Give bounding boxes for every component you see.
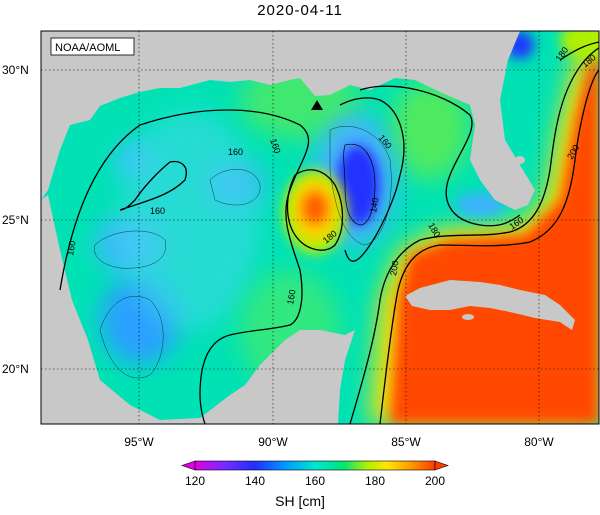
lon-label: 90°W xyxy=(258,435,288,449)
atlantic-green xyxy=(560,31,599,60)
warm-eddy-core xyxy=(303,192,327,224)
contour-180-eddy xyxy=(286,169,344,251)
mexico xyxy=(41,195,355,424)
colorbar-ramp xyxy=(194,460,436,471)
colorbar-tick: 120 xyxy=(185,474,205,488)
colorbar-tick: 140 xyxy=(245,474,265,488)
contour-180-loop xyxy=(349,47,599,424)
florida-shelf-blue xyxy=(455,193,505,217)
green-ne xyxy=(390,80,470,180)
contour-label: 160 xyxy=(65,240,77,257)
cold-eddy-core xyxy=(336,145,380,225)
colorbar-unit: SH [cm] xyxy=(275,493,325,509)
thin-sw xyxy=(99,296,164,379)
us-gulf-coast xyxy=(41,31,599,200)
contour-140-core xyxy=(343,143,376,226)
contour-lines xyxy=(59,41,599,424)
colorbar: 120 140 160 180 200 xyxy=(181,460,449,488)
colorbar-high-arrow-icon xyxy=(434,460,449,471)
contour-160-east xyxy=(339,97,405,262)
map-title: 2020-04-11 xyxy=(257,2,343,19)
lon-label: 85°W xyxy=(391,435,421,449)
station-marker-icon xyxy=(311,100,323,110)
contour-200-loop xyxy=(379,69,599,424)
lon-labels: 95°W 90°W 85°W 80°W xyxy=(124,435,554,449)
lat-labels: 30°N 25°N 20°N xyxy=(2,63,29,376)
map-frame xyxy=(40,30,600,425)
lon-label: 80°W xyxy=(524,435,554,449)
cuba xyxy=(405,280,575,330)
contour-label: 160 xyxy=(268,137,283,155)
colorbar-low-arrow-icon xyxy=(181,460,196,471)
lat-label: 30°N xyxy=(2,63,29,77)
contour-160-west xyxy=(59,109,310,424)
contour-label: 160 xyxy=(228,147,243,157)
contour-160-small xyxy=(119,160,187,211)
lake-okeechobee xyxy=(515,156,525,164)
isla-juventud xyxy=(462,314,474,320)
contour-160-ne xyxy=(359,85,521,227)
colorbar-tick: 180 xyxy=(365,474,385,488)
sea-height-field xyxy=(41,31,599,424)
contour-label: 140 xyxy=(368,197,380,214)
contour-180-atl xyxy=(559,41,599,61)
contour-label: 160 xyxy=(150,206,165,216)
thin-w xyxy=(94,230,167,269)
gridlines xyxy=(41,31,599,424)
contour-label: 200 xyxy=(388,260,400,277)
lat-label: 20°N xyxy=(2,362,29,376)
contour-label: 160 xyxy=(285,289,297,306)
colorbar-tick: 160 xyxy=(305,474,325,488)
credit-box: NOAA/AOML xyxy=(50,37,135,56)
colorbar-tick: 200 xyxy=(425,474,445,488)
land xyxy=(41,31,599,424)
lat-label: 25°N xyxy=(2,213,29,227)
caribbean-warm xyxy=(390,40,599,424)
florida xyxy=(470,31,535,210)
credit-label: NOAA/AOML xyxy=(55,42,120,54)
lon-label: 95°W xyxy=(124,435,154,449)
